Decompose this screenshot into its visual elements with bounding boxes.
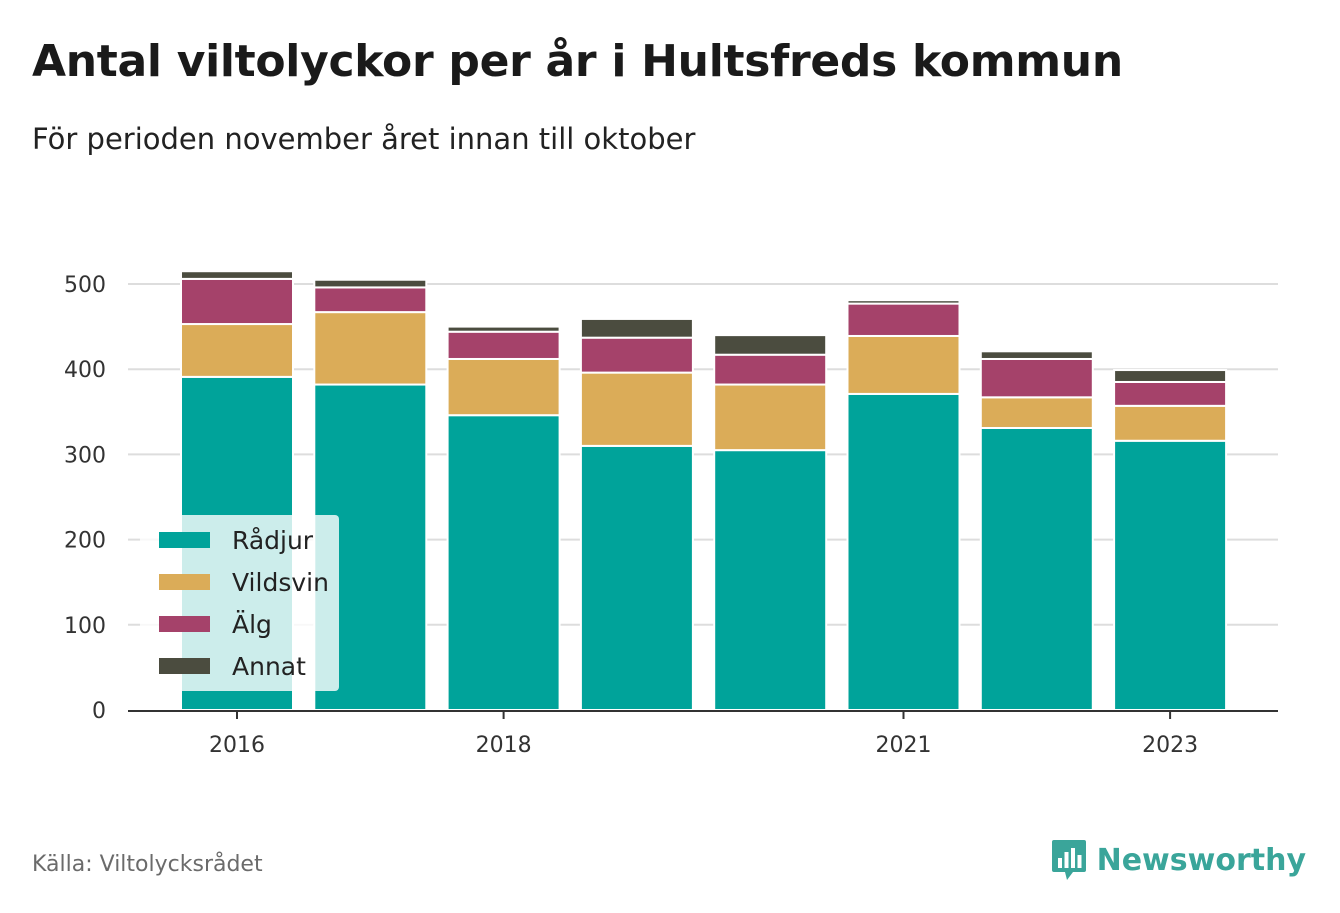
bar-segment-älg [579, 336, 694, 374]
bar-segment-annat [446, 325, 561, 333]
bar-segment-älg [446, 330, 561, 360]
chart-title: Antal viltolyckor per år i Hultsfreds ko… [32, 36, 1123, 87]
y-tick-label: 100 [64, 614, 106, 639]
y-axis: 0 100 200 300 400 500 [64, 273, 106, 724]
chart-subtitle: För perioden november året innan till ok… [32, 122, 696, 156]
bar-segment-vildsvin [180, 323, 294, 378]
bar-segment-vildsvin [713, 383, 828, 452]
bar-segment-rådjur [979, 426, 1094, 711]
bar-segment-annat [313, 278, 428, 289]
legend-swatch-älg [159, 616, 210, 632]
bar-segment-vildsvin [313, 311, 428, 386]
y-tick-label: 200 [64, 529, 106, 554]
bar-segment-vildsvin [1113, 404, 1228, 442]
bar-segment-annat [713, 334, 828, 356]
bar-chart-speech-bubble-icon [1051, 840, 1086, 880]
y-tick-label: 500 [64, 273, 106, 298]
x-tick-label: 2018 [476, 733, 532, 758]
bar-segment-vildsvin [579, 371, 694, 447]
legend-label: Älg [232, 610, 272, 639]
bar-segment-vildsvin [446, 357, 561, 417]
y-tick-label: 300 [64, 443, 106, 468]
bar-segment-annat [846, 299, 961, 305]
legend-label: Rådjur [232, 526, 314, 555]
bar-segment-älg [1113, 380, 1228, 407]
bar-segment-annat [1113, 369, 1228, 383]
source-note: Källa: Viltolycksrådet [32, 852, 263, 877]
bar-segment-älg [846, 302, 961, 337]
bar-segment-älg [979, 357, 1094, 399]
bar-segment-vildsvin [979, 396, 1094, 429]
legend: Rådjur Vildsvin Älg Annat [140, 515, 339, 691]
bar-segment-rådjur [446, 414, 561, 711]
x-axis: 2016 2018 2021 2023 [128, 710, 1278, 758]
bar-segment-rådjur [713, 449, 828, 711]
x-tick-label: 2016 [209, 733, 265, 758]
bar-segment-rådjur [579, 444, 694, 711]
bar-segment-älg [313, 286, 428, 314]
legend-swatch-vildsvin [159, 574, 210, 590]
bar-segment-annat [979, 350, 1094, 360]
bar-segment-älg [713, 353, 828, 386]
brand-name: Newsworthy [1096, 842, 1306, 878]
bar-segment-rådjur [846, 392, 961, 711]
legend-swatch-annat [159, 658, 210, 674]
legend-label: Annat [232, 652, 306, 681]
y-tick-label: 400 [64, 358, 106, 383]
bar-segment-vildsvin [846, 334, 961, 395]
brand-logo: Newsworthy [1051, 838, 1306, 882]
legend-swatch-rådjur [159, 532, 210, 548]
legend-background [140, 515, 339, 691]
x-tick-label: 2021 [876, 733, 932, 758]
x-tick-label: 2023 [1142, 733, 1198, 758]
y-tick-label: 0 [92, 699, 106, 724]
bar-segment-annat [579, 317, 694, 339]
bar-segment-rådjur [1113, 439, 1228, 711]
bar-segment-älg [180, 277, 294, 326]
bar-segment-annat [180, 270, 294, 280]
legend-label: Vildsvin [232, 568, 329, 597]
